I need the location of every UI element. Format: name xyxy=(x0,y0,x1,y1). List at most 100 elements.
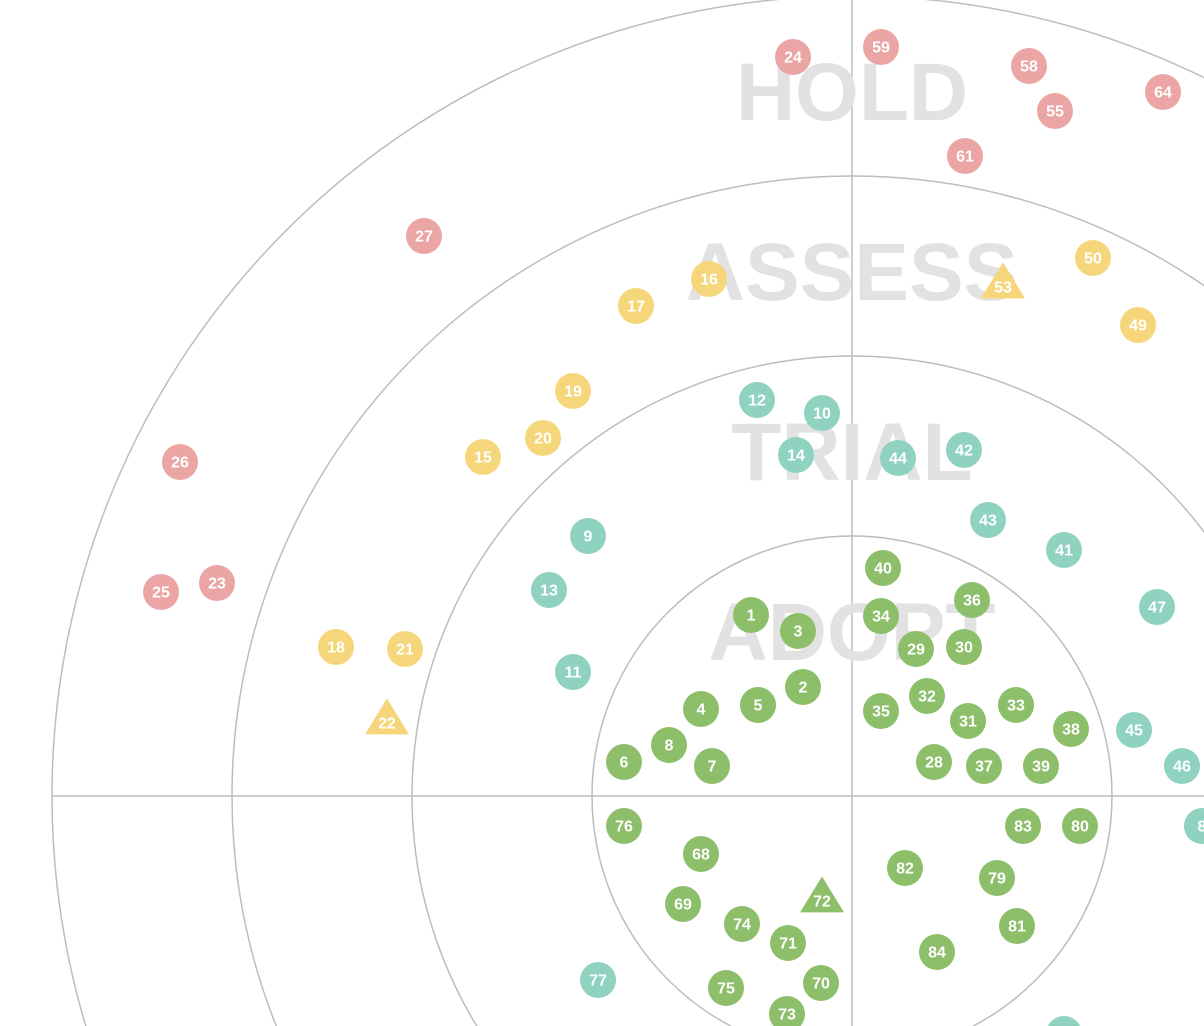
blip-circle-shape xyxy=(525,420,561,456)
blip-70[interactable]: 70 xyxy=(803,965,839,1001)
blip-8[interactable]: 8 xyxy=(651,727,687,763)
blip-circle-shape xyxy=(606,744,642,780)
blip-83[interactable]: 83 xyxy=(1005,808,1041,844)
blip-44[interactable]: 44 xyxy=(880,440,916,476)
blip-18[interactable]: 18 xyxy=(318,629,354,665)
blip-34[interactable]: 34 xyxy=(863,598,899,634)
blip-circle-shape xyxy=(919,934,955,970)
blip-21[interactable]: 21 xyxy=(387,631,423,667)
blip-72[interactable]: 72 xyxy=(800,876,844,913)
blip-36[interactable]: 36 xyxy=(954,582,990,618)
blip-32[interactable]: 32 xyxy=(909,678,945,714)
blip-25[interactable]: 25 xyxy=(143,574,179,610)
blip-47[interactable]: 47 xyxy=(1139,589,1175,625)
blip-15[interactable]: 15 xyxy=(465,439,501,475)
blip-79[interactable]: 79 xyxy=(979,860,1015,896)
blip-23[interactable]: 23 xyxy=(199,565,235,601)
blip-71[interactable]: 71 xyxy=(770,925,806,961)
blip-35[interactable]: 35 xyxy=(863,693,899,729)
radar-grid xyxy=(51,0,1204,1026)
blip-22[interactable]: 22 xyxy=(365,698,409,735)
blip-74[interactable]: 74 xyxy=(724,906,760,942)
blip-73[interactable]: 73 xyxy=(769,996,805,1026)
blip-50[interactable]: 50 xyxy=(1075,240,1111,276)
blip-2[interactable]: 2 xyxy=(785,669,821,705)
blip-6[interactable]: 6 xyxy=(606,744,642,780)
blip-39[interactable]: 39 xyxy=(1023,748,1059,784)
blip-40[interactable]: 40 xyxy=(865,550,901,586)
blip-circle-shape xyxy=(570,518,606,554)
blip-24[interactable]: 24 xyxy=(775,39,811,75)
blip-76[interactable]: 76 xyxy=(606,808,642,844)
blip-77[interactable]: 77 xyxy=(580,962,616,998)
blip-42[interactable]: 42 xyxy=(946,432,982,468)
blip-55[interactable]: 55 xyxy=(1037,93,1073,129)
blip-3[interactable]: 3 xyxy=(780,613,816,649)
blip-circle-shape xyxy=(804,395,840,431)
blip-41[interactable]: 41 xyxy=(1046,532,1082,568)
blip-33[interactable]: 33 xyxy=(998,687,1034,723)
blip-13[interactable]: 13 xyxy=(531,572,567,608)
blip-59[interactable]: 59 xyxy=(863,29,899,65)
blip-circle-shape xyxy=(909,678,945,714)
blip-17[interactable]: 17 xyxy=(618,288,654,324)
blip-circle-shape xyxy=(694,748,730,784)
blip-58[interactable]: 58 xyxy=(1011,48,1047,84)
blip-circle-shape xyxy=(865,550,901,586)
blip-circle-shape xyxy=(803,965,839,1001)
blip-circle-shape xyxy=(691,261,727,297)
blip-46[interactable]: 46 xyxy=(1164,748,1200,784)
blip-circle-shape xyxy=(683,691,719,727)
blip-circle-shape xyxy=(946,629,982,665)
blip-64[interactable]: 64 xyxy=(1145,74,1181,110)
blip-11[interactable]: 11 xyxy=(555,654,591,690)
blip-partial[interactable] xyxy=(1046,1016,1082,1026)
blip-49[interactable]: 49 xyxy=(1120,307,1156,343)
blip-45[interactable]: 45 xyxy=(1116,712,1152,748)
blip-circle-shape xyxy=(683,836,719,872)
blip-20[interactable]: 20 xyxy=(525,420,561,456)
blip-75[interactable]: 75 xyxy=(708,970,744,1006)
blip-circle-shape xyxy=(863,29,899,65)
blip-8[interactable]: 8 xyxy=(1184,808,1204,844)
blip-81[interactable]: 81 xyxy=(999,908,1035,944)
blip-circle-shape xyxy=(1062,808,1098,844)
blip-80[interactable]: 80 xyxy=(1062,808,1098,844)
blip-circle-shape xyxy=(162,444,198,480)
blip-28[interactable]: 28 xyxy=(916,744,952,780)
blip-circle-shape xyxy=(1145,74,1181,110)
blip-30[interactable]: 30 xyxy=(946,629,982,665)
blip-circle-shape xyxy=(1120,307,1156,343)
blip-12[interactable]: 12 xyxy=(739,382,775,418)
blip-37[interactable]: 37 xyxy=(966,748,1002,784)
blip-29[interactable]: 29 xyxy=(898,631,934,667)
blip-circle-shape xyxy=(1037,93,1073,129)
blip-4[interactable]: 4 xyxy=(683,691,719,727)
blip-84[interactable]: 84 xyxy=(919,934,955,970)
blip-circle-shape xyxy=(651,727,687,763)
blip-7[interactable]: 7 xyxy=(694,748,730,784)
blip-1[interactable]: 1 xyxy=(733,597,769,633)
blip-68[interactable]: 68 xyxy=(683,836,719,872)
blip-circle-shape xyxy=(465,439,501,475)
blip-circle-shape xyxy=(946,432,982,468)
blip-27[interactable]: 27 xyxy=(406,218,442,254)
blip-31[interactable]: 31 xyxy=(950,703,986,739)
blip-circle-shape xyxy=(898,631,934,667)
blip-9[interactable]: 9 xyxy=(570,518,606,554)
blip-38[interactable]: 38 xyxy=(1053,711,1089,747)
blip-82[interactable]: 82 xyxy=(887,850,923,886)
blip-circle-shape xyxy=(1139,589,1175,625)
blip-circle-shape xyxy=(143,574,179,610)
blip-43[interactable]: 43 xyxy=(970,502,1006,538)
blip-5[interactable]: 5 xyxy=(740,687,776,723)
blip-14[interactable]: 14 xyxy=(778,437,814,473)
blip-61[interactable]: 61 xyxy=(947,138,983,174)
blip-10[interactable]: 10 xyxy=(804,395,840,431)
blip-16[interactable]: 16 xyxy=(691,261,727,297)
blip-69[interactable]: 69 xyxy=(665,886,701,922)
blip-19[interactable]: 19 xyxy=(555,373,591,409)
blip-26[interactable]: 26 xyxy=(162,444,198,480)
blip-circle-shape xyxy=(739,382,775,418)
